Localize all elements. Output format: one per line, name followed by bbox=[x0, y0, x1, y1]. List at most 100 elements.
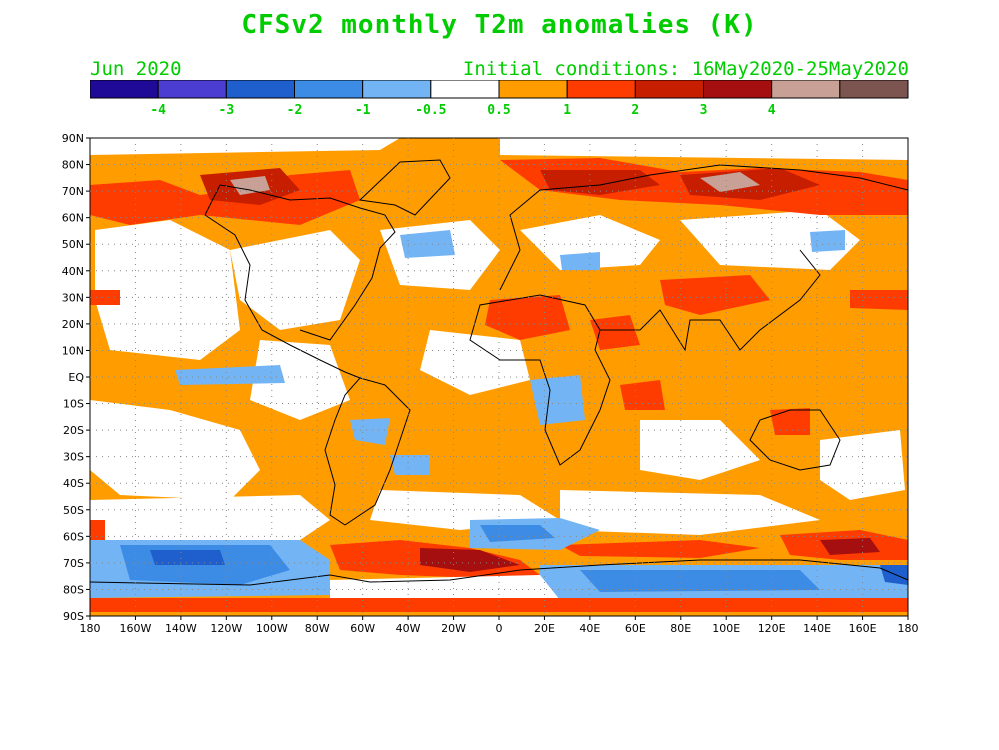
strong-warm-region bbox=[700, 172, 760, 192]
neutral-region bbox=[90, 138, 400, 155]
coastline bbox=[89, 559, 909, 586]
lat-tick-label: 90N bbox=[62, 132, 84, 145]
coastline bbox=[344, 377, 411, 526]
coastline bbox=[358, 159, 451, 216]
lat-tick-label: 10N bbox=[62, 344, 84, 357]
colorbar-label: 1 bbox=[563, 103, 571, 118]
cold-anomaly-region bbox=[880, 565, 908, 585]
lat-tick-label: 50S bbox=[63, 504, 84, 517]
lon-tick-label: 80E bbox=[670, 622, 691, 635]
lat-tick-label: 80N bbox=[62, 159, 84, 172]
colorbar-label: -3 bbox=[219, 103, 235, 118]
lat-tick-label: EQ bbox=[68, 371, 84, 384]
lat-tick-label: 60N bbox=[62, 212, 84, 225]
lon-tick-label: 100E bbox=[712, 622, 740, 635]
lon-tick-label: 100W bbox=[256, 622, 288, 635]
lon-tick-label: 0 bbox=[496, 622, 503, 635]
colorbar-legend: -4 -3 -2 -1 -0.5 0.5 1 2 3 4 bbox=[90, 80, 909, 118]
cold-anomaly-region bbox=[530, 375, 585, 425]
lon-tick-label: 140W bbox=[165, 622, 197, 635]
colorbar-label: -2 bbox=[287, 103, 303, 118]
cold-anomaly-region bbox=[560, 252, 600, 270]
lat-tick-label: 90S bbox=[63, 610, 84, 623]
coastline bbox=[499, 164, 909, 291]
lon-tick-label: 40E bbox=[579, 622, 600, 635]
neutral-region bbox=[500, 138, 908, 160]
lat-tick-label: 80S bbox=[63, 583, 84, 596]
initial-conditions: Initial conditions: 16May2020-25May2020 bbox=[462, 58, 909, 80]
colorbar-label: 3 bbox=[700, 103, 708, 118]
neutral-region bbox=[560, 490, 820, 535]
longitude-axis: 180 160W 140W 120W 100W 80W 60W 40W 20W 0 20E 40E 60… bbox=[80, 616, 919, 635]
lon-tick-label: 60W bbox=[350, 622, 375, 635]
lon-tick-label: 160W bbox=[120, 622, 152, 635]
strong-warm-region bbox=[660, 275, 770, 315]
latitude-axis: 90N 80N 70N 60N 50N 40N 30N 20N 10N EQ 10S 20S 30S 40… bbox=[62, 132, 90, 623]
strong-warm-region bbox=[485, 295, 570, 340]
lon-tick-label: 140E bbox=[803, 622, 831, 635]
colorbar-label: -1 bbox=[355, 103, 371, 118]
lon-tick-label: 20E bbox=[534, 622, 555, 635]
coastline bbox=[600, 249, 821, 352]
lon-tick-label: 20W bbox=[441, 622, 466, 635]
strong-warm-region bbox=[820, 538, 880, 555]
colorbar-label: 2 bbox=[631, 103, 639, 118]
lat-tick-label: 60S bbox=[63, 530, 84, 543]
cold-anomaly-region bbox=[175, 365, 285, 385]
neutral-region bbox=[820, 430, 905, 500]
lat-tick-label: 30N bbox=[62, 291, 84, 304]
lon-tick-label: 180 bbox=[80, 622, 101, 635]
coastline bbox=[469, 294, 611, 466]
lon-tick-label: 180 bbox=[898, 622, 919, 635]
cold-anomaly-region bbox=[810, 230, 845, 252]
neutral-region bbox=[230, 230, 360, 330]
cold-anomaly-region bbox=[390, 455, 430, 475]
forecast-period: Jun 2020 bbox=[90, 58, 182, 80]
coastline bbox=[204, 214, 361, 526]
neutral-region bbox=[250, 340, 350, 420]
cold-anomaly-region bbox=[480, 525, 555, 542]
strong-warm-region bbox=[560, 540, 760, 558]
lat-tick-label: 20N bbox=[62, 318, 84, 331]
cold-anomaly-region bbox=[400, 230, 455, 258]
lat-tick-label: 40S bbox=[63, 477, 84, 490]
neutral-region bbox=[680, 210, 860, 270]
lon-tick-label: 40W bbox=[396, 622, 421, 635]
strong-warm-region bbox=[90, 290, 120, 305]
lon-tick-label: 60E bbox=[625, 622, 646, 635]
lat-tick-label: 10S bbox=[63, 398, 84, 411]
lon-tick-label: 80W bbox=[305, 622, 330, 635]
strong-warm-region bbox=[850, 290, 908, 310]
neutral-region bbox=[520, 215, 660, 270]
strong-warm-region bbox=[230, 176, 270, 195]
graticule bbox=[90, 138, 908, 616]
neutral-region bbox=[90, 495, 330, 545]
colorbar-swatch bbox=[839, 80, 909, 99]
neutral-region bbox=[640, 420, 760, 480]
coastlines bbox=[89, 159, 909, 586]
colorbar-label: 0.5 bbox=[487, 103, 510, 118]
cold-anomaly-region bbox=[150, 550, 225, 565]
colorbar-label: 4 bbox=[768, 103, 776, 118]
lat-tick-label: 50N bbox=[62, 238, 84, 251]
lat-tick-label: 70S bbox=[63, 557, 84, 570]
strong-warm-region bbox=[90, 598, 908, 612]
coastline bbox=[204, 184, 396, 341]
lat-tick-label: 20S bbox=[63, 424, 84, 437]
map-title: CFSv2 monthly T2m anomalies (K) bbox=[241, 10, 758, 40]
strong-warm-region bbox=[540, 170, 660, 195]
lat-tick-label: 40N bbox=[62, 265, 84, 278]
neutral-region bbox=[90, 400, 260, 500]
strong-warm-region bbox=[420, 548, 520, 572]
neutral-region bbox=[95, 220, 240, 360]
lon-tick-label: 120W bbox=[210, 622, 242, 635]
strong-warm-region bbox=[770, 408, 810, 435]
lat-tick-label: 30S bbox=[63, 451, 84, 464]
cold-anomaly-region bbox=[580, 570, 820, 592]
colorbar-label: -0.5 bbox=[415, 103, 446, 118]
lat-tick-label: 70N bbox=[62, 185, 84, 198]
strong-warm-region bbox=[590, 315, 640, 350]
colorbar-label: -4 bbox=[150, 103, 166, 118]
lon-tick-label: 160E bbox=[849, 622, 877, 635]
